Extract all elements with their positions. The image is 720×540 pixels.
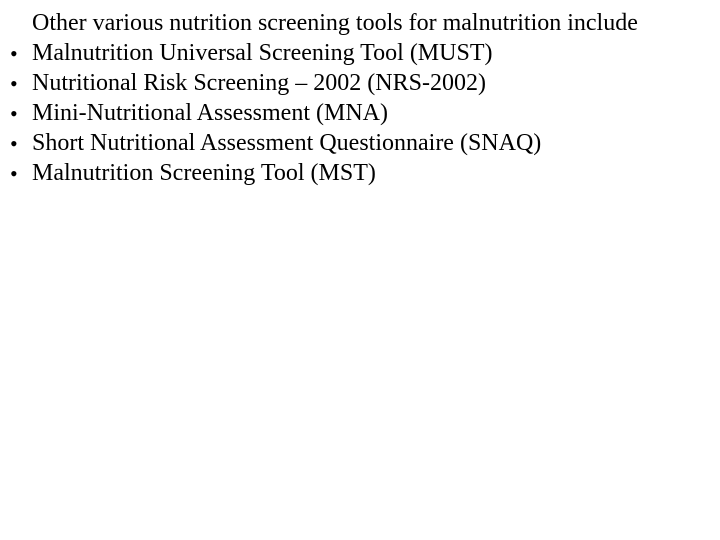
list-item-text: Nutritional Risk Screening – 2002 (NRS-2…: [32, 68, 710, 98]
list-item: • Short Nutritional Assessment Questionn…: [10, 128, 710, 158]
list-item-text: Short Nutritional Assessment Questionnai…: [32, 128, 710, 158]
intro-row: Other various nutrition screening tools …: [10, 8, 710, 38]
list-item-text: Mini-Nutritional Assessment (MNA): [32, 98, 710, 128]
bullet-icon: •: [10, 68, 32, 98]
intro-bullet-spacer: [10, 8, 32, 10]
list-item: • Malnutrition Screening Tool (MST): [10, 158, 710, 188]
list-item: • Mini-Nutritional Assessment (MNA): [10, 98, 710, 128]
list-item: • Nutritional Risk Screening – 2002 (NRS…: [10, 68, 710, 98]
bullet-icon: •: [10, 98, 32, 128]
bullet-icon: •: [10, 38, 32, 68]
slide: Other various nutrition screening tools …: [0, 0, 720, 540]
bullet-icon: •: [10, 128, 32, 158]
intro-text: Other various nutrition screening tools …: [32, 8, 710, 38]
list-item: • Malnutrition Universal Screening Tool …: [10, 38, 710, 68]
list-item-text: Malnutrition Universal Screening Tool (M…: [32, 38, 710, 68]
bullet-icon: •: [10, 158, 32, 188]
list-item-text: Malnutrition Screening Tool (MST): [32, 158, 710, 188]
